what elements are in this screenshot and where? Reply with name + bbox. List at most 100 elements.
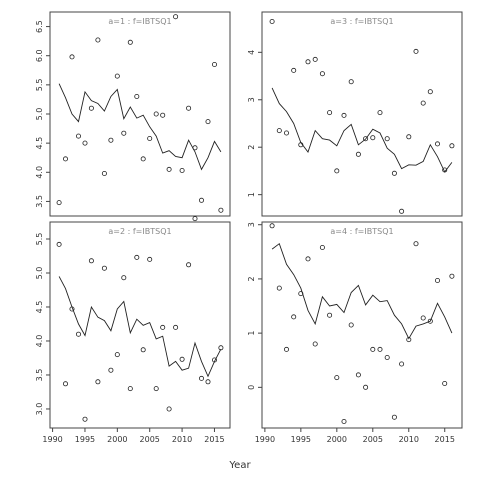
y-tick-label: 2 [247, 276, 256, 281]
panel-a3: a=3 : f=IBTSQ1 1 2 3 4 [247, 11, 463, 217]
y-tick-label: 3 [247, 97, 256, 102]
observed-point [283, 130, 289, 136]
y-tick-label: 5.5 [35, 233, 44, 246]
panel-frame [261, 221, 463, 429]
observed-point [192, 145, 198, 151]
observed-point [341, 112, 347, 118]
observed-point [291, 67, 297, 73]
observed-point [140, 156, 146, 162]
observed-point [95, 379, 101, 385]
observed-point [147, 256, 153, 262]
observed-point [327, 110, 333, 116]
panel-frame [261, 11, 463, 217]
observed-point [205, 119, 211, 125]
observed-point [101, 265, 107, 271]
observed-point [420, 315, 426, 321]
panel-a2: a=2 : f=IBTSQ1 3.0 3.5 4.0 4.5 5.0 5.5 1990 1995… [35, 216, 231, 444]
observed-point [101, 170, 107, 176]
observed-point [173, 324, 179, 330]
y-tick-label: 4.5 [35, 137, 44, 150]
y-tick-label: 4 [247, 50, 256, 55]
x-tick-label: 2010 [399, 435, 419, 444]
observed-point [121, 130, 127, 136]
observed-point [399, 208, 405, 214]
observed-point [291, 314, 297, 320]
observed-point [134, 254, 140, 260]
observed-point [298, 291, 304, 297]
observed-point [348, 79, 354, 85]
x-tick-label: 2000 [327, 435, 347, 444]
observed-point [319, 244, 325, 250]
panel-label: a=1 : f=IBTSQ1 [108, 17, 171, 26]
observed-point [391, 414, 397, 420]
observed-point [114, 73, 120, 79]
y-tick-label: 6.5 [35, 20, 44, 33]
observed-point [63, 381, 69, 387]
observed-point [108, 137, 114, 143]
observed-point [140, 347, 146, 353]
observed-point [160, 112, 166, 118]
observed-point [363, 384, 369, 390]
y-tick-label: 5.5 [35, 78, 44, 91]
x-tick-label: 2010 [172, 435, 192, 444]
observed-point [319, 71, 325, 77]
observed-point [269, 223, 275, 229]
observed-point [355, 372, 361, 378]
fitted-line [271, 242, 453, 340]
observed-point [166, 166, 172, 172]
observed-point [420, 100, 426, 106]
x-tick-label: 1990 [255, 435, 275, 444]
panel-a1: a=1 : f=IBTSQ1 3.5 4.0 4.5 5.0 5.5 6.0 6.5 [35, 11, 231, 217]
observed-point [413, 241, 419, 247]
x-tick-label: 1995 [291, 435, 311, 444]
observed-point [384, 136, 390, 142]
x-tick-label: 2005 [363, 435, 383, 444]
observed-point [312, 56, 318, 62]
observed-point [147, 135, 153, 141]
observed-point [108, 367, 114, 373]
observed-point [391, 170, 397, 176]
x-tick-label: 2015 [204, 435, 224, 444]
observed-point [186, 262, 192, 268]
observed-point [283, 346, 289, 352]
observed-point [341, 418, 347, 424]
panel-label: a=3 : f=IBTSQ1 [330, 17, 393, 26]
y-tick-label: 5.0 [35, 108, 44, 121]
observed-point [334, 375, 340, 381]
observed-point [76, 133, 82, 139]
observed-point [76, 331, 82, 337]
observed-point [134, 94, 140, 100]
y-tick-label: 4.0 [35, 166, 44, 179]
observed-point [63, 156, 69, 162]
panel-frame [49, 11, 231, 217]
panel-label: a=2 : f=IBTSQ1 [108, 227, 171, 236]
observed-point [370, 135, 376, 141]
observed-point [377, 346, 383, 352]
y-tick-label: 3.5 [35, 369, 44, 382]
observed-point [312, 341, 318, 347]
y-tick-label: 3.0 [35, 403, 44, 416]
y-tick-label: 4.0 [35, 335, 44, 348]
observed-point [198, 375, 204, 381]
observed-point [205, 379, 211, 385]
observed-point [173, 14, 179, 20]
observed-point [377, 110, 383, 116]
x-axis-label: Year [228, 460, 251, 471]
y-tick-label: 2 [247, 145, 256, 150]
observed-point [427, 89, 433, 95]
observed-point [179, 356, 185, 362]
x-tick-label: 2015 [435, 435, 455, 444]
observed-point [449, 273, 455, 279]
y-tick-label: 4.5 [35, 301, 44, 314]
y-tick-label: 5.0 [35, 267, 44, 280]
observed-point [305, 256, 311, 262]
observed-point [56, 241, 62, 247]
observed-point [88, 105, 94, 111]
observed-point [269, 18, 275, 24]
panel-a4: a=4 : f=IBTSQ1 0 1 2 3 1990 1995 2000 2005 2010 20… [247, 221, 463, 444]
observed-point [384, 354, 390, 360]
observed-point [218, 207, 224, 213]
observed-point [160, 324, 166, 330]
y-tick-label: 1 [247, 192, 256, 197]
